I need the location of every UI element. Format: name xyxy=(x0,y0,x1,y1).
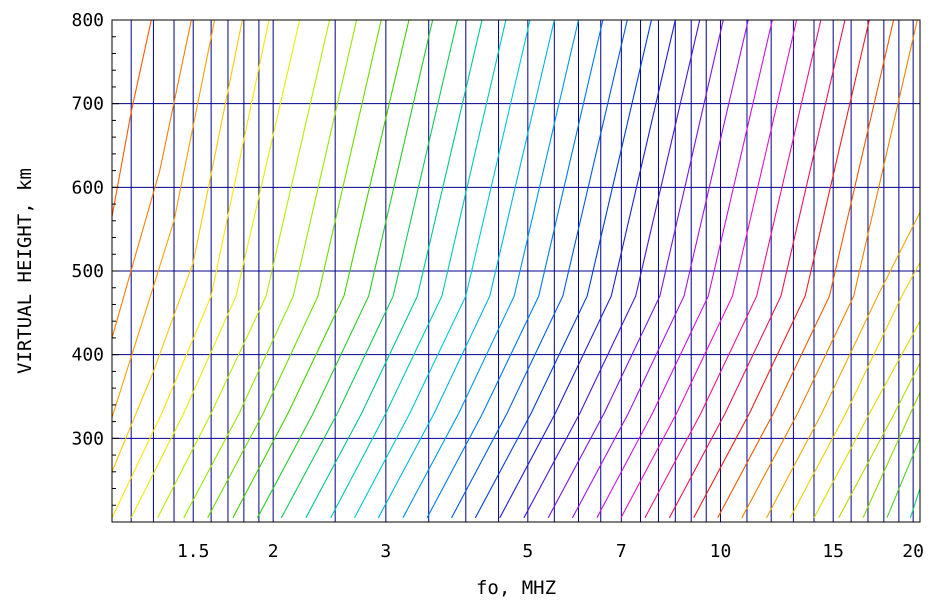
series-line-4 xyxy=(112,20,243,473)
series-line-33 xyxy=(789,262,920,519)
series-line-28 xyxy=(668,20,846,519)
series-line-25 xyxy=(596,20,773,519)
series-line-29 xyxy=(693,20,870,519)
y-tick-label: 600 xyxy=(71,177,104,198)
y-tick-label: 300 xyxy=(71,428,104,449)
series-line-34 xyxy=(813,320,920,519)
series-line-21 xyxy=(499,20,676,519)
series-line-13 xyxy=(305,20,483,519)
x-tick-labels: 1.5 2 3 5 7 10 15 20 xyxy=(177,541,924,562)
x-tick-label: 2 xyxy=(268,541,279,562)
series-line-17 xyxy=(402,20,580,519)
series-line-30 xyxy=(717,20,895,519)
series-line-32 xyxy=(766,212,920,519)
y-axis-label: VIRTUAL HEIGHT, km xyxy=(14,168,36,374)
series-line-19 xyxy=(451,20,628,519)
series-line-3 xyxy=(112,20,216,418)
series-line-15 xyxy=(354,20,531,519)
series-line-9 xyxy=(207,20,382,519)
series-line-26 xyxy=(620,20,798,519)
series-line-31 xyxy=(741,20,918,519)
x-axis-label: fo, MHZ xyxy=(476,577,556,599)
series-line-24 xyxy=(571,20,749,519)
series-line-12 xyxy=(280,20,458,519)
y-minor-ticks xyxy=(112,36,119,506)
series-line-6 xyxy=(130,20,301,519)
series-line-38 xyxy=(909,488,920,518)
x-tick-label: 15 xyxy=(822,541,844,562)
y-tick-label: 700 xyxy=(71,94,104,115)
y-tick-label: 400 xyxy=(71,345,104,366)
series-line-5 xyxy=(112,20,270,519)
series-line-7 xyxy=(157,20,331,519)
series-line-18 xyxy=(426,20,604,519)
series-line-10 xyxy=(232,20,410,519)
x-tick-label: 20 xyxy=(902,541,924,562)
series-line-16 xyxy=(377,20,555,519)
x-tick-label: 5 xyxy=(522,541,533,562)
series-line-23 xyxy=(547,20,724,519)
y-tick-label: 500 xyxy=(71,261,104,282)
series-line-1 xyxy=(112,20,152,217)
x-tick-label: 7 xyxy=(616,541,627,562)
series-line-27 xyxy=(644,20,822,519)
series-line-20 xyxy=(474,20,652,519)
y-tick-label: 800 xyxy=(71,10,104,31)
series-line-22 xyxy=(523,20,701,519)
series-line-35 xyxy=(838,362,920,519)
series-line-8 xyxy=(183,20,358,519)
series-layer xyxy=(112,20,920,519)
x-tick-label: 3 xyxy=(380,541,391,562)
series-line-2 xyxy=(112,20,192,339)
y-tick-labels: 300 400 500 600 700 800 xyxy=(71,10,104,449)
series-line-11 xyxy=(256,20,434,519)
x-tick-label: 10 xyxy=(710,541,732,562)
series-line-14 xyxy=(330,20,507,519)
series-line-37 xyxy=(886,438,920,519)
x-tick-label: 1.5 xyxy=(177,541,210,562)
series-line-36 xyxy=(862,392,920,519)
